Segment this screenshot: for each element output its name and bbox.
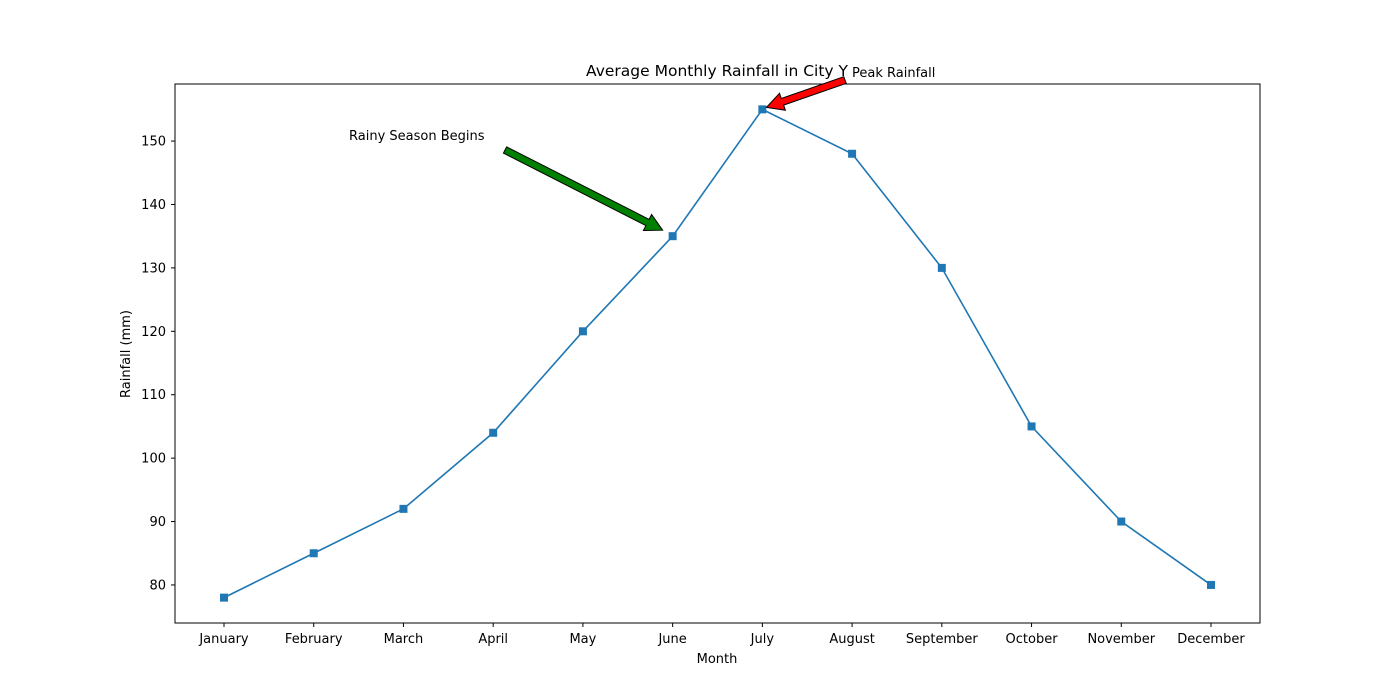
annotation-arrow-peak	[765, 76, 847, 111]
y-tick-label: 100	[141, 452, 166, 467]
x-tick-label: November	[1087, 632, 1155, 647]
x-tick-label: August	[829, 632, 875, 647]
x-tick-label: February	[285, 632, 343, 647]
x-tick-label: July	[750, 632, 775, 647]
y-tick-label: 140	[141, 198, 166, 213]
series-line	[223, 108, 1212, 599]
plot-area: 80 90 100 110 120 130 140 150 January February Mar…	[141, 66, 1261, 647]
data-point-marker	[848, 149, 857, 158]
data-point-marker	[220, 593, 228, 602]
annotation-arrow-rainy-season	[502, 146, 664, 232]
x-tick-label: October	[1006, 632, 1059, 647]
annotation-label-rainy-season: Rainy Season Begins	[349, 129, 485, 144]
y-tick-label: 110	[141, 388, 166, 403]
x-tick-label: December	[1177, 632, 1245, 647]
data-point-marker	[758, 105, 767, 114]
plot-frame	[174, 83, 1261, 624]
y-tick-label: 150	[141, 135, 166, 150]
data-point-marker	[309, 549, 318, 558]
y-tick-label: 120	[141, 325, 166, 340]
x-axis-title: Month	[697, 652, 738, 667]
x-tick-label: May	[569, 632, 596, 647]
data-point-marker	[668, 232, 677, 241]
x-tick-label: September	[906, 632, 979, 647]
annotation-label-peak: Peak Rainfall	[852, 66, 935, 81]
data-point-marker	[1207, 580, 1215, 589]
data-point-marker	[399, 504, 408, 513]
data-point-marker	[1027, 422, 1036, 431]
y-tick-label: 90	[149, 515, 166, 530]
x-tick-label: June	[657, 632, 686, 647]
data-point-marker	[937, 263, 946, 272]
x-tick-label: April	[478, 632, 508, 647]
y-tick-label: 130	[141, 261, 166, 276]
chart-title: Average Monthly Rainfall in City Y	[586, 62, 848, 80]
x-tick-label: January	[198, 632, 249, 647]
data-point-marker	[1117, 517, 1126, 526]
y-tick-label: 80	[149, 578, 166, 593]
y-axis-title: Rainfall (mm)	[119, 310, 134, 398]
x-tick-label: March	[384, 632, 424, 647]
data-point-marker	[489, 428, 498, 437]
data-point-marker	[578, 327, 587, 336]
